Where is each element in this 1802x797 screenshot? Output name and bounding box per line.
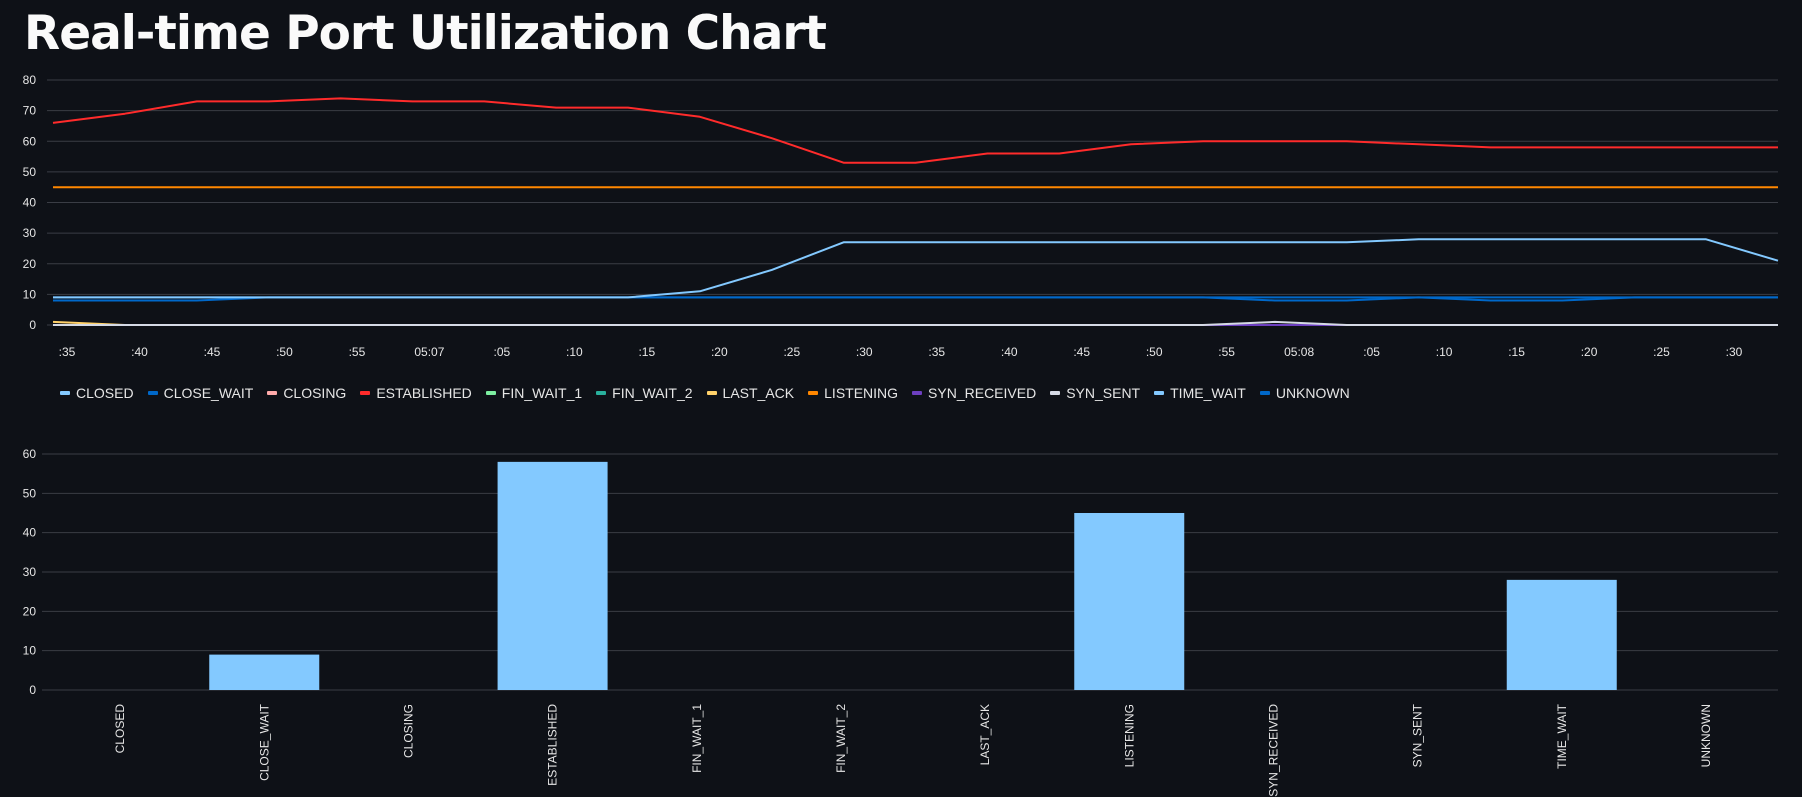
- legend-item[interactable]: FIN_WAIT_2: [596, 385, 693, 401]
- legend-label: ESTABLISHED: [376, 385, 472, 401]
- legend-item[interactable]: SYN_RECEIVED: [912, 385, 1036, 401]
- legend-label: SYN_SENT: [1066, 385, 1141, 401]
- line-series-time-wait: [53, 238, 1779, 299]
- line-chart-x-tick: :55: [1218, 345, 1235, 359]
- bar-listening: [1074, 513, 1185, 690]
- line-chart-x-tick: :25: [1653, 345, 1670, 359]
- line-chart-x-tick: 05:07: [414, 345, 444, 359]
- legend-item[interactable]: LAST_ACK: [706, 385, 795, 401]
- bar-chart-y-tick: 20: [23, 604, 37, 618]
- legend-label: CLOSED: [76, 385, 134, 401]
- legend-label: TIME_WAIT: [1170, 385, 1246, 401]
- line-chart-y-tick: 20: [23, 257, 37, 271]
- legend-label: FIN_WAIT_1: [501, 385, 583, 401]
- legend-swatch: [1050, 391, 1061, 395]
- line-chart-x-tick: :20: [1581, 345, 1598, 359]
- legend-label: LAST_ACK: [722, 385, 795, 401]
- bar-chart-x-tick: UNKNOWN: [1699, 704, 1713, 767]
- page-title: Real-time Port Utilization Chart: [24, 6, 827, 61]
- line-chart[interactable]: 0 10 20 30 40 50 60 70 80 :35 :40 :45 :50 :55 05:07 :05…: [0, 60, 1802, 370]
- legend-label: SYN_RECEIVED: [928, 385, 1037, 401]
- bar-time-wait: [1506, 579, 1617, 690]
- line-chart-x-tick: :40: [131, 345, 148, 359]
- bar-established: [497, 461, 608, 690]
- line-series-syn-sent: [53, 320, 1778, 326]
- line-chart-x-tick: :10: [566, 345, 583, 359]
- bar-chart-x-tick: SYN_SENT: [1411, 703, 1425, 767]
- legend-item[interactable]: CLOSE_WAIT: [147, 385, 254, 401]
- bar-chart-y-tick: 50: [23, 486, 37, 500]
- legend-swatch: [267, 391, 278, 395]
- line-chart-y-tick: 80: [23, 73, 37, 87]
- line-chart-x-tick: 05:08: [1284, 345, 1314, 359]
- line-chart-x-tick: :15: [1508, 345, 1525, 359]
- line-chart-x-tick: :50: [1146, 345, 1163, 359]
- bar-chart-y-tick: 0: [29, 683, 36, 697]
- legend-label: FIN_WAIT_2: [612, 385, 693, 401]
- line-chart-x-tick: :55: [349, 345, 366, 359]
- legend-label: CLOSE_WAIT: [163, 385, 254, 401]
- bar-chart-x-tick: LISTENING: [1122, 704, 1136, 767]
- line-chart-x-tick: :35: [59, 345, 76, 359]
- legend-item[interactable]: CLOSING: [267, 385, 346, 401]
- line-chart-x-tick: :15: [638, 345, 655, 359]
- line-chart-x-tick: :45: [204, 345, 221, 359]
- bar-chart-y-tick: 60: [23, 447, 37, 461]
- legend-item[interactable]: UNKNOWN: [1259, 385, 1350, 401]
- bar-chart-x-tick: LAST_ACK: [978, 704, 992, 765]
- bar-chart-x-tick: CLOSED: [113, 704, 127, 754]
- legend-label: LISTENING: [824, 385, 899, 401]
- legend-swatch: [60, 391, 70, 395]
- line-chart-legend: CLOSED CLOSE_WAIT CLOSING ESTABLISHED FIN_WA…: [60, 385, 1350, 401]
- line-chart-y-tick: 30: [23, 226, 37, 240]
- bar-chart-y-tick: 40: [23, 526, 37, 540]
- legend-swatch: [706, 391, 717, 395]
- bar-chart[interactable]: 0 10 20 30 40 50 60 CLOSED CLOSE_WAIT CLOSING ESTA…: [0, 440, 1802, 797]
- legend-swatch: [147, 391, 158, 395]
- legend-swatch: [1154, 391, 1165, 395]
- line-chart-y-tick: 70: [23, 104, 37, 118]
- bar-chart-x-tick: ESTABLISHED: [546, 704, 560, 786]
- line-chart-y-tick: 0: [29, 318, 36, 332]
- legend-item[interactable]: ESTABLISHED: [360, 385, 472, 401]
- line-chart-x-tick: :10: [1436, 345, 1453, 359]
- bar-chart-x-tick: SYN_RECEIVED: [1266, 704, 1280, 797]
- legend-swatch: [485, 391, 496, 395]
- line-chart-x-tick: :30: [856, 345, 873, 359]
- line-chart-y-tick: 40: [23, 196, 37, 210]
- bar-chart-y-tick: 30: [23, 565, 37, 579]
- bar-close-wait: [209, 654, 320, 690]
- legend-swatch: [1259, 391, 1270, 395]
- line-chart-x-tick: :30: [1726, 345, 1743, 359]
- legend-item[interactable]: TIME_WAIT: [1154, 385, 1246, 401]
- legend-swatch: [912, 391, 923, 395]
- legend-swatch: [360, 391, 371, 395]
- line-chart-x-tick: :20: [711, 345, 728, 359]
- legend-item[interactable]: CLOSED: [60, 385, 134, 401]
- line-chart-x-tick: :25: [783, 345, 800, 359]
- bar-chart-x-tick: FIN_WAIT_1: [690, 704, 704, 773]
- line-chart-x-tick: :35: [928, 345, 945, 359]
- legend-item[interactable]: LISTENING: [808, 385, 898, 401]
- legend-item[interactable]: FIN_WAIT_1: [485, 385, 583, 401]
- legend-item[interactable]: SYN_SENT: [1050, 385, 1140, 401]
- line-chart-x-tick: :05: [1363, 345, 1380, 359]
- line-chart-x-tick: :40: [1001, 345, 1018, 359]
- line-chart-y-tick: 10: [23, 287, 37, 301]
- legend-label: UNKNOWN: [1275, 385, 1350, 401]
- line-chart-x-tick: :50: [276, 345, 293, 359]
- bar-chart-x-tick: FIN_WAIT_2: [834, 704, 848, 773]
- line-chart-x-tick: :45: [1073, 345, 1090, 359]
- line-chart-y-tick: 60: [23, 134, 37, 148]
- bar-chart-x-tick: CLOSE_WAIT: [257, 703, 271, 781]
- bar-chart-y-tick: 10: [23, 644, 37, 658]
- line-series-established: [52, 97, 1778, 164]
- legend-label: CLOSING: [283, 385, 347, 401]
- line-chart-y-tick: 50: [23, 165, 37, 179]
- bar-chart-x-tick: TIME_WAIT: [1555, 703, 1569, 769]
- legend-swatch: [596, 391, 607, 395]
- line-chart-x-tick: :05: [494, 345, 511, 359]
- legend-swatch: [808, 391, 819, 395]
- bar-chart-x-tick: CLOSING: [401, 704, 415, 758]
